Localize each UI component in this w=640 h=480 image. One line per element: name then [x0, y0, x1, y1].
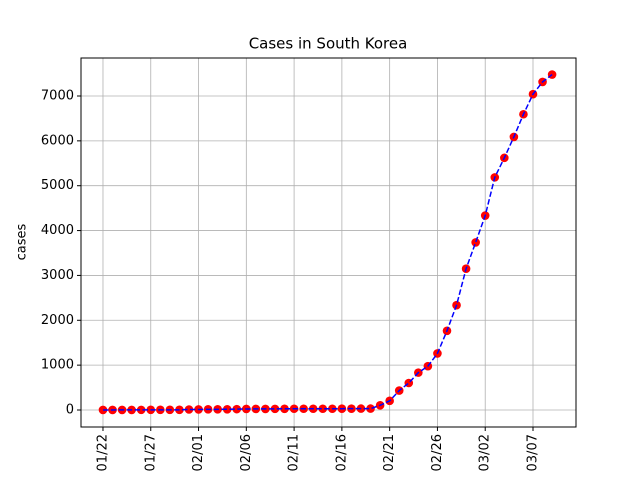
- data-point: [98, 405, 108, 415]
- y-tick-label: 4000: [41, 223, 74, 238]
- chart-title: Cases in South Korea: [249, 35, 408, 53]
- x-tick-label: 03/07: [525, 434, 540, 471]
- data-point: [471, 238, 480, 247]
- grid: [81, 58, 576, 427]
- data-point: [366, 404, 375, 413]
- x-tick-label: 01/22: [95, 434, 110, 471]
- x-tick-label: 02/21: [382, 434, 397, 471]
- y-tick-label: 1000: [41, 358, 74, 373]
- y-axis-label: cases: [15, 223, 30, 260]
- x-tick-label: 02/16: [334, 434, 349, 471]
- y-tick-label: 2000: [41, 313, 74, 328]
- data-point: [280, 404, 289, 414]
- x-tick-label: 02/06: [239, 434, 254, 471]
- tick-labels: 0 1000 2000 3000 4000 5000 6000 7000 01/22 01/27 0…: [41, 88, 541, 471]
- x-tick-label: 03/02: [478, 434, 493, 471]
- y-tick-label: 3000: [41, 268, 74, 283]
- y-tick-label: 6000: [41, 133, 74, 148]
- x-tick-label: 02/01: [191, 434, 206, 471]
- x-tick-label: 02/26: [430, 434, 445, 471]
- x-tick-label: 02/11: [287, 434, 302, 471]
- y-tick-label: 5000: [41, 178, 74, 193]
- data-point: [232, 404, 242, 414]
- data-point: [318, 404, 328, 414]
- plot-area: [98, 70, 557, 415]
- data-point: [270, 404, 280, 414]
- y-tick-label: 0: [66, 402, 74, 417]
- x-tick-label: 01/27: [143, 434, 158, 471]
- axes-frame: [80, 57, 577, 428]
- y-tick-label: 7000: [41, 88, 74, 103]
- data-line: [102, 73, 553, 411]
- data-point: [136, 405, 146, 415]
- data-point: [184, 405, 194, 414]
- data-point: [222, 404, 232, 414]
